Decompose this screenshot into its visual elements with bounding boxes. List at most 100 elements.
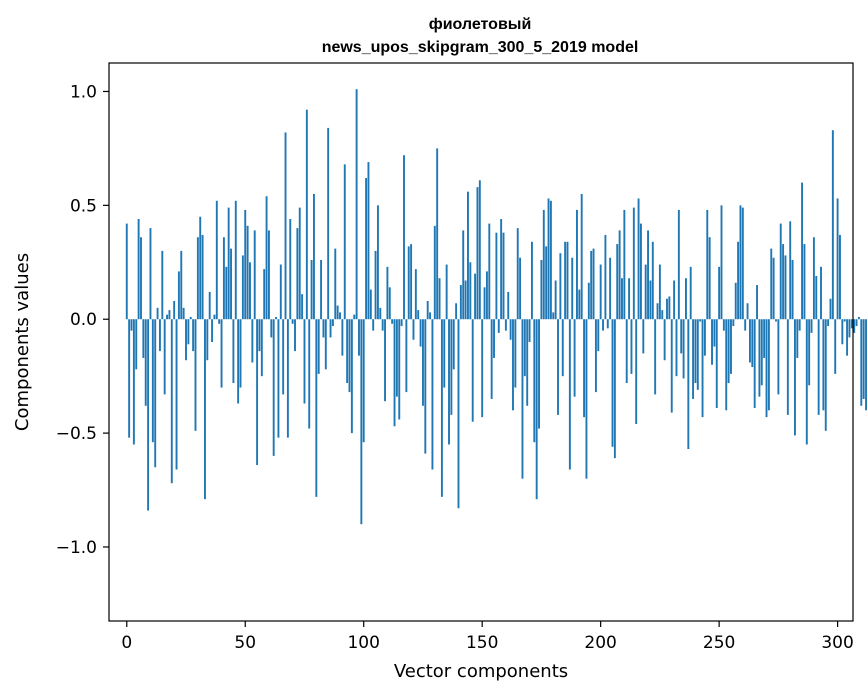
bar <box>391 319 394 324</box>
bar <box>331 319 334 327</box>
bar <box>530 241 533 320</box>
bar <box>348 319 351 393</box>
bar <box>855 319 858 327</box>
bar <box>308 319 311 429</box>
bar <box>142 319 145 358</box>
x-tick-label: 200 <box>584 633 616 653</box>
bar <box>386 266 389 320</box>
bar <box>485 271 488 320</box>
bar <box>760 319 763 386</box>
bar <box>168 310 171 320</box>
bar <box>616 244 619 320</box>
bar <box>656 303 659 320</box>
bar <box>341 319 344 356</box>
bar <box>450 319 453 415</box>
bar <box>443 319 446 388</box>
bar <box>464 280 467 320</box>
bar <box>227 207 230 320</box>
bar <box>400 319 403 327</box>
bar <box>590 250 593 320</box>
bar <box>204 319 206 500</box>
bar <box>758 319 761 397</box>
bar <box>222 237 225 320</box>
bar <box>573 319 576 397</box>
bar <box>715 319 718 409</box>
bar <box>417 310 420 320</box>
bar <box>798 319 801 331</box>
x-axis-label: Vector components <box>394 661 568 682</box>
bar <box>685 278 687 320</box>
bar <box>272 319 275 456</box>
bar <box>476 187 479 320</box>
bar <box>711 319 713 365</box>
bar <box>748 319 751 363</box>
bar <box>362 319 365 443</box>
bar <box>270 319 273 338</box>
bar <box>782 244 785 320</box>
bar <box>267 230 270 320</box>
bar <box>137 219 140 320</box>
bar <box>597 319 600 352</box>
bar <box>777 319 780 395</box>
bar <box>353 314 356 320</box>
bar <box>180 250 183 320</box>
bar <box>324 319 327 370</box>
bar <box>602 319 604 331</box>
bar <box>557 319 559 415</box>
bar <box>438 278 441 320</box>
bar <box>853 319 856 333</box>
bar <box>154 319 157 468</box>
bar <box>834 319 837 374</box>
bar <box>452 319 455 370</box>
bar <box>395 319 398 397</box>
bar <box>580 193 583 320</box>
bar <box>313 193 315 320</box>
bar <box>526 319 529 406</box>
bar <box>173 301 176 320</box>
bar <box>478 180 481 320</box>
bar <box>260 319 263 377</box>
bar <box>848 319 851 338</box>
bar <box>661 310 664 320</box>
bar <box>350 319 353 434</box>
bar <box>564 241 567 320</box>
bar <box>568 319 571 470</box>
y-axis-ticks: 1.0 0.5 0.0 −0.5 −1.0 <box>56 82 109 558</box>
bar <box>708 237 711 320</box>
bar <box>775 319 777 322</box>
bar <box>343 164 346 320</box>
bar <box>481 319 484 418</box>
bar <box>166 314 168 320</box>
bar <box>668 296 671 320</box>
bar <box>125 223 128 320</box>
bar <box>540 260 543 320</box>
plot-frame <box>108 62 854 622</box>
bar <box>372 319 375 331</box>
bar <box>490 319 493 399</box>
bar <box>632 207 635 320</box>
bar <box>628 278 631 320</box>
bar <box>803 244 806 320</box>
bar <box>756 285 758 320</box>
bar <box>810 319 813 333</box>
bar <box>817 319 820 415</box>
bar <box>471 319 474 422</box>
bar <box>322 319 325 338</box>
bar <box>163 319 166 395</box>
bar <box>630 319 633 374</box>
bar <box>827 319 830 327</box>
bar <box>218 319 221 324</box>
bar <box>666 298 668 320</box>
bar <box>713 319 716 347</box>
y-tick-label: 0.5 <box>70 196 97 216</box>
x-axis-ticks: 0 50 100 150 200 250 300 <box>121 621 854 653</box>
bar <box>289 219 292 320</box>
bar <box>459 285 462 320</box>
bar <box>317 319 320 374</box>
bar <box>647 230 649 320</box>
bar <box>545 246 548 320</box>
bar <box>860 319 863 406</box>
bar <box>206 319 209 361</box>
bar <box>677 209 680 320</box>
bar <box>808 319 811 386</box>
